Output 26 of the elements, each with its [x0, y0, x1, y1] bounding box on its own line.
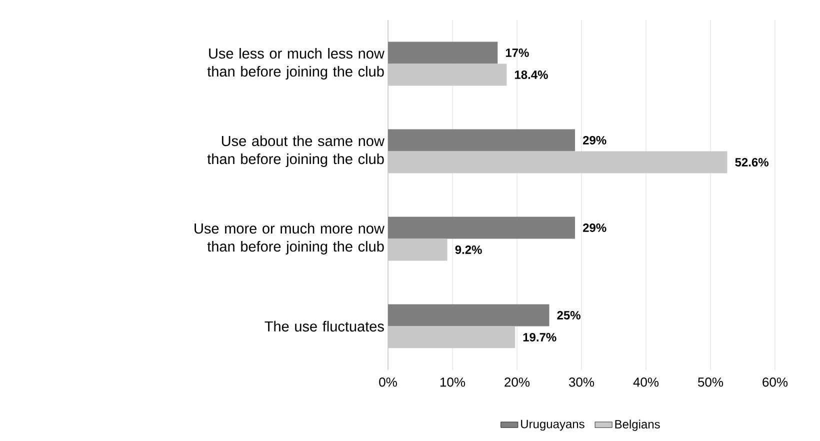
bar: [388, 304, 550, 326]
bar: [388, 216, 576, 239]
y-tick-label: Use less or much less now than before joining the club: [207, 48, 384, 80]
data-label: 19.7%: [523, 332, 556, 342]
bar: [388, 42, 498, 64]
data-label: 9.2%: [455, 246, 482, 254]
data-label: 29%: [583, 224, 606, 232]
y-tick-label: Use more or much more now than before joining the club: [194, 222, 384, 255]
data-label: 52.6%: [735, 158, 768, 166]
x-tick-label: 30%: [568, 378, 594, 387]
bar: [388, 238, 448, 261]
legend-label: Uruguayans: [521, 420, 584, 431]
x-tick-label: 40%: [633, 378, 659, 387]
bar: [388, 129, 576, 152]
x-tick-label: 20%: [504, 378, 530, 387]
data-label: 29%: [583, 136, 606, 144]
data-label: 17%: [506, 48, 529, 57]
y-tick-label: The use fluctuates: [264, 320, 384, 332]
x-tick-label: 10%: [440, 378, 466, 387]
legend-label: Belgians: [615, 420, 660, 431]
x-tick-label: 50%: [698, 378, 724, 387]
y-tick-label: Use about the same now than before joining the club: [207, 135, 384, 168]
x-tick-label: 60%: [762, 378, 788, 387]
data-label: 18.4%: [514, 70, 548, 79]
data-label: 25%: [557, 311, 580, 320]
x-tick-label: 0%: [379, 378, 397, 387]
